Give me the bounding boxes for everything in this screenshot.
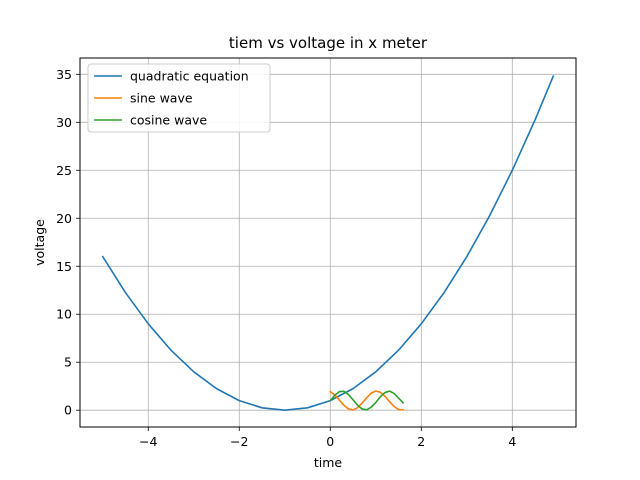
y-tick-label: 10 (56, 307, 72, 322)
x-tick-label: −2 (230, 434, 248, 449)
grid (80, 58, 576, 427)
legend: quadratic equation sine wave cosine wave (87, 63, 271, 133)
y-tick-label: 20 (56, 211, 72, 226)
series-line-sine-wave (329, 390, 404, 411)
y-tick-label: 5 (64, 355, 72, 370)
ticks: −4 −2 0 2 4 0 5 10 15 20 25 30 35 (56, 67, 516, 449)
y-tick-label: 15 (56, 259, 72, 274)
y-tick-label: 0 (64, 403, 72, 418)
legend-label: quadratic equation (130, 69, 249, 84)
y-tick-label: 30 (56, 115, 72, 130)
legend-box (87, 63, 271, 133)
plot-frame (79, 57, 577, 428)
x-tick-label: −4 (139, 434, 157, 449)
legend-label: cosine wave (130, 113, 207, 128)
x-tick-label: 0 (326, 434, 334, 449)
chart-title: tiem vs voltage in x meter (229, 34, 428, 52)
y-tick-label: 25 (56, 163, 72, 178)
series-line-cosine-wave (329, 390, 405, 411)
y-tick-label: 35 (56, 67, 72, 82)
legend-label: sine wave (130, 91, 193, 106)
series-layer (101, 75, 555, 412)
x-tick-label: 4 (508, 434, 516, 449)
y-axis-label: voltage (32, 219, 47, 266)
x-axis-label: time (314, 455, 343, 470)
x-tick-label: 2 (417, 434, 425, 449)
